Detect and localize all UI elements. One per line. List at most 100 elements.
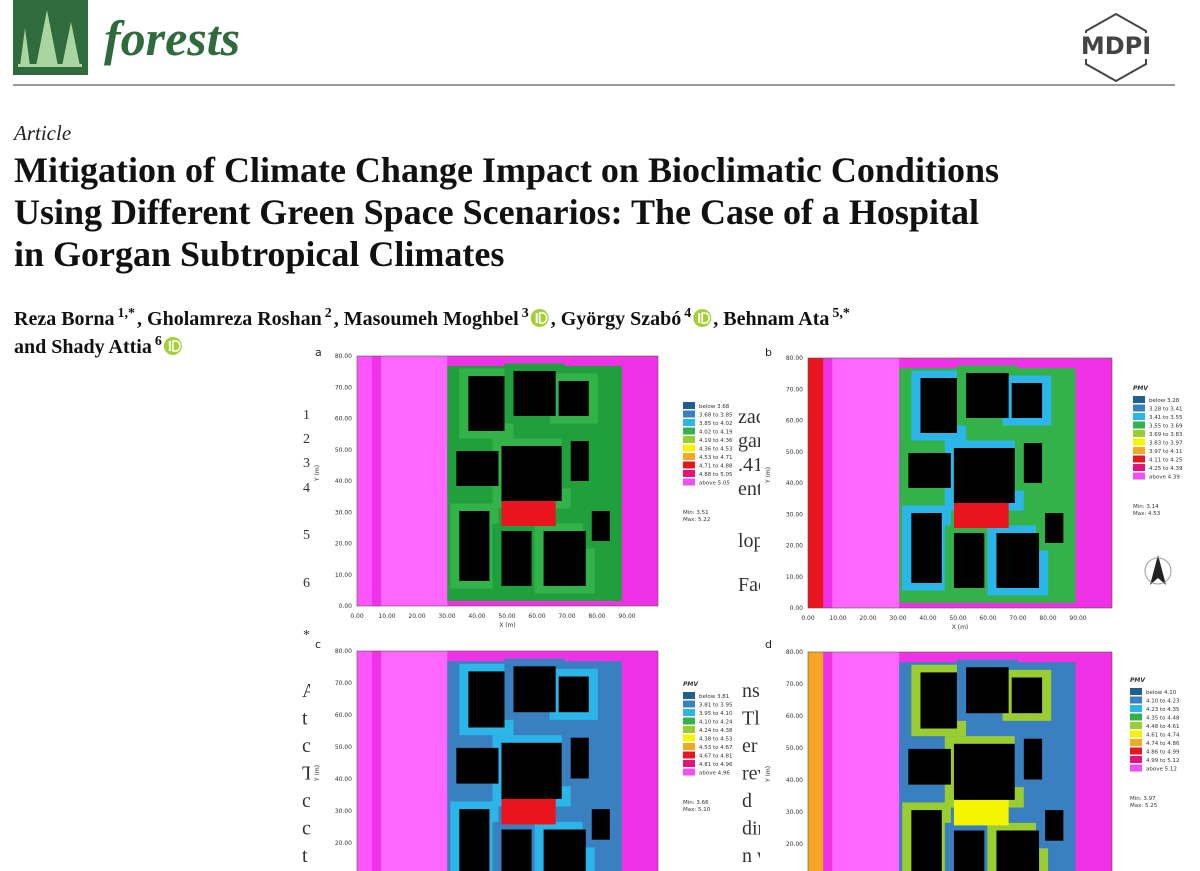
y-tick-label: 70.00 [786,386,803,393]
map-building [1011,677,1043,714]
legend-label: 4.11 to 4.25 [1149,458,1183,464]
legend-label: 4.10 to 4.24 [699,720,733,726]
legend-swatch [1130,713,1142,721]
x-axis-label: X (m) [499,622,516,629]
legend-min: Min: 3.14 [1133,504,1159,510]
legend-label: 4.19 to 4.36 [699,438,733,444]
legend-swatch [683,734,695,742]
figure-panel: b 80.00 70.00 60.00 50.00 40.00 30.00 20.00 10.0… [760,346,1183,631]
x-tick-label: 0.00 [801,615,815,622]
map-building [570,737,589,779]
legend-label: below 3.28 [1149,398,1180,404]
map-zone [357,356,373,606]
map-building [558,381,589,416]
legend-swatch [1133,464,1145,471]
figure-panel: d80.0070.0060.0050.0040.0030.0020.0010.0… [760,638,1180,871]
figure-panel: c80.0070.0060.0050.0040.0030.0020.0010.0… [310,638,733,871]
orcid-icon-mark [172,340,181,352]
x-tick-label: 80.00 [588,613,605,620]
legend-swatch [683,470,695,477]
map-building [501,829,532,871]
legend-swatch [683,427,695,435]
map-building [966,373,1009,418]
legend-swatch [683,419,695,426]
y-tick-label: 40.00 [335,776,352,783]
legend-min: Min: 3.97 [1130,796,1156,802]
y-tick-label: 30.00 [335,509,352,516]
text-fragment: d [742,790,752,812]
legend-swatch [683,410,695,418]
legend-label: below 4.10 [1146,690,1177,696]
map-building [456,747,499,784]
y-tick-label: 70.00 [786,681,803,688]
legend-label: 3.81 to 3.95 [699,703,733,709]
map-zone [381,356,448,606]
map-frame [356,650,659,871]
map-building [501,531,532,586]
y-tick-label: 80.00 [786,355,803,362]
x-tick-label: 0.00 [350,613,364,620]
orcid-icon-mark [538,312,548,324]
y-tick-label: 10.00 [786,574,803,581]
map-building [468,671,505,728]
legend-swatch [1130,722,1142,729]
map-building [459,511,490,581]
text-fragment: t [302,708,308,730]
text-fragment: zac [738,406,765,428]
map-building [558,676,589,713]
legend-label: 4.74 to 4.86 [1146,741,1180,747]
panel-label: c [315,638,321,651]
legend-swatch [1133,430,1145,437]
y-tick-label: 80.00 [786,649,803,656]
y-tick-label: 40.00 [335,478,352,485]
y-axis-label: Y (m) [765,766,772,783]
title-line: Mitigation of Climate Change Impact on B… [14,150,999,190]
legend-label: 3.69 to 3.83 [1149,432,1183,438]
legend-title: PMV [1130,677,1146,684]
y-tick-label: 60.00 [786,418,803,425]
legend-label: 4.71 to 4.88 [699,464,733,470]
y-axis-label: Y (m) [314,465,321,482]
x-tick-label: 40.00 [919,615,936,622]
orcid-icon-mark [698,313,701,323]
text-fragment: c [302,790,311,812]
y-axis-label: Y (m) [765,467,772,484]
y-tick-label: 20.00 [335,840,352,847]
x-tick-label: 70.00 [558,613,575,620]
legend-swatch [1130,705,1142,712]
legend-label: 3.41 to 3.55 [1149,415,1183,421]
y-tick-label: 40.00 [786,480,803,487]
legend-swatch [1133,404,1145,412]
legend-swatch [1133,421,1145,429]
map-zone [357,651,373,871]
title-line: in Gorgan Subtropical Climates [14,234,504,274]
legend-swatch [1130,730,1142,738]
legend-label: 4.24 to 4.38 [699,728,733,734]
map-building [1045,810,1064,841]
text-fragment: lop [738,530,764,552]
text-fragment: ent [738,478,763,500]
legend-label: 4.25 to 4.39 [1149,466,1183,472]
author-affiliation: 1,* [118,306,136,321]
line-number: 4 [303,481,310,496]
legend-label: 4.10 to 4.23 [1146,699,1180,705]
legend-label: above 5.05 [699,481,730,487]
line-number: 1 [303,408,310,423]
publisher-logo [1085,12,1147,83]
legend-swatch [683,726,695,733]
map-zone [381,651,448,871]
y-tick-label: 20.00 [335,541,352,548]
author-affiliation: 3 [522,306,529,321]
orcid-icon-mark [535,313,538,323]
map-building [920,378,957,433]
line-number: 2 [303,432,310,447]
map-frame [356,355,659,607]
map-building [591,511,610,541]
legend-label: 4.36 to 4.53 [699,447,733,453]
legend-label: 4.67 to 4.81 [699,754,733,760]
map-building [1023,738,1043,780]
text-fragment: c [302,818,311,840]
legend-label: 4.38 to 4.53 [699,737,733,743]
map-building [468,376,505,431]
